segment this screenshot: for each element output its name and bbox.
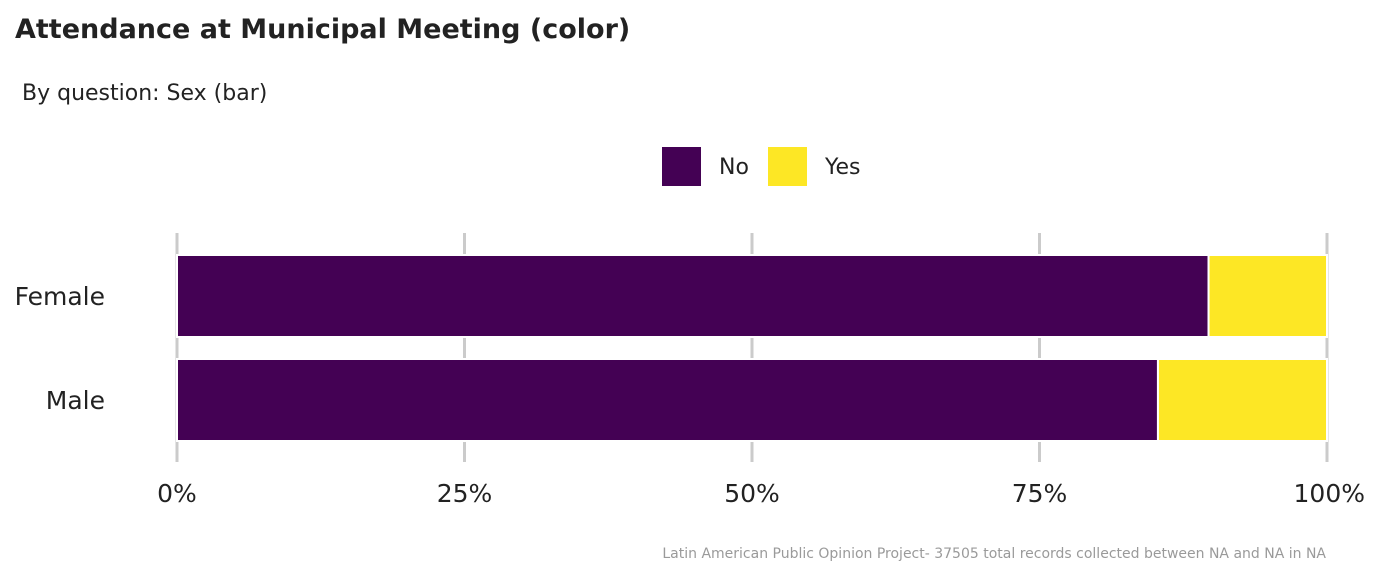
legend-swatch-yes xyxy=(768,147,807,186)
chart-subtitle: By question: Sex (bar) xyxy=(22,81,267,106)
legend-label-yes: Yes xyxy=(824,155,861,180)
category-labels: Female Male xyxy=(15,282,105,415)
legend-label-no: No xyxy=(719,155,749,180)
bars xyxy=(176,254,1329,442)
legend-swatch-no xyxy=(662,147,701,186)
x-tick-label-2: 50% xyxy=(724,479,780,508)
chart-caption: Latin American Public Opinion Project- 3… xyxy=(662,546,1326,562)
x-tick-labels: 0% 25% 50% 75% 100% xyxy=(157,479,1365,508)
x-tick-label-4: 100% xyxy=(1294,479,1365,508)
category-label-male: Male xyxy=(46,386,105,415)
chart-title: Attendance at Municipal Meeting (color) xyxy=(15,14,630,45)
x-tick-label-3: 75% xyxy=(1012,479,1068,508)
legend: No Yes xyxy=(662,147,861,186)
x-tick-label-0: 0% xyxy=(157,479,197,508)
x-tick-label-1: 25% xyxy=(437,479,493,508)
bar-female-no xyxy=(176,254,1210,338)
bar-male-no xyxy=(176,358,1159,442)
category-label-female: Female xyxy=(15,282,105,311)
bar-female-yes xyxy=(1207,254,1329,338)
bar-male-yes xyxy=(1156,358,1328,442)
